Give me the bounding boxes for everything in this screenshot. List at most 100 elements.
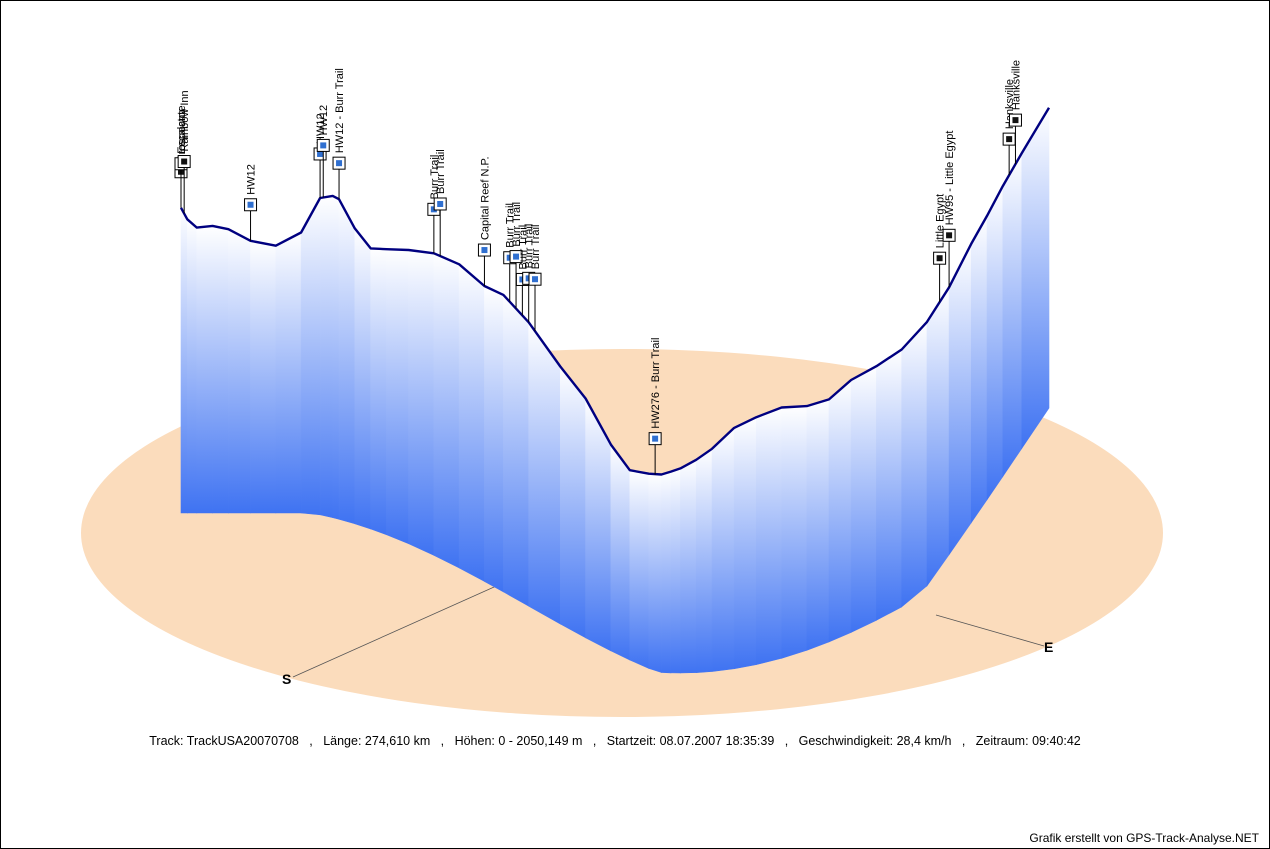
waypoint-label: Burr Trail — [524, 224, 536, 269]
profile-wall-segment — [610, 443, 631, 661]
profile-wall-segment — [901, 321, 928, 608]
profile-wall-segment — [1002, 151, 1023, 478]
start-label-text: Startzeit: — [606, 734, 657, 748]
profile-wall-segment — [670, 467, 681, 674]
waypoint-marker: Hanksville — [1008, 60, 1022, 165]
track-label: Track: — [149, 734, 184, 748]
waypoint-icon-glyph — [317, 150, 324, 157]
start-label: S — [282, 671, 291, 687]
waypoint-icon-glyph — [437, 200, 444, 207]
profile-wall-segment — [319, 195, 334, 519]
profile-wall-segment — [648, 473, 662, 673]
waypoint-marker: Rainbow Inn — [177, 90, 191, 214]
profile-walls — [180, 106, 1050, 674]
length-value: 274,610 km — [364, 734, 431, 748]
waypoint-marker: Capital Reef N.P. — [477, 156, 491, 287]
waypoint-icon-glyph — [652, 435, 659, 442]
waypoint-marker: HW276 - Burr Trail — [648, 338, 662, 475]
profile-wall-segment — [433, 252, 460, 569]
profile-wall-segment — [370, 248, 387, 536]
speed-value: 28,4 km/h — [896, 734, 952, 748]
waypoint-icon-glyph — [336, 160, 343, 167]
waypoint-icon-glyph — [936, 255, 943, 262]
profile-wall-segment — [711, 427, 735, 672]
end-axis-line — [935, 614, 1045, 647]
waypoint-marker: HW12 - Burr Trail — [332, 68, 346, 200]
waypoint-icon-glyph — [247, 201, 254, 208]
profile-wall-segment — [275, 232, 302, 514]
waypoint-icon-glyph — [181, 158, 188, 165]
track-value: TrackUSA20070708 — [186, 734, 299, 748]
profile-wall-segment — [806, 398, 830, 651]
height-value: 0 - 2050,149 m — [498, 734, 583, 748]
waypoint-label: Rainbow Inn — [179, 90, 191, 151]
waypoint-icon-glyph — [481, 247, 488, 254]
profile-wall-segment — [187, 218, 198, 514]
profile-wall-segment — [661, 471, 672, 674]
waypoint-icon-glyph — [532, 276, 539, 283]
waypoint-label: HW12 - Burr Trail — [334, 68, 346, 153]
waypoint-label: HW12 — [246, 164, 258, 195]
waypoint-icon-glyph — [1006, 136, 1013, 143]
waypoint-label: Burr Trail — [429, 155, 441, 200]
duration-value: 09:40:42 — [1032, 734, 1081, 748]
waypoint-label: Burr Trail — [505, 203, 517, 248]
profile-wall-segment — [876, 348, 902, 621]
profile-wall-segment — [1021, 106, 1050, 450]
waypoint-label: HW276 - Burr Trail — [650, 338, 662, 429]
profile-wall-segment — [970, 214, 988, 524]
waypoint-icon-glyph — [946, 232, 953, 239]
profile-wall-segment — [781, 405, 808, 659]
profile-wall-segment — [680, 459, 697, 674]
waypoint-label: Prospector — [176, 108, 188, 162]
profile-wall-segment — [354, 227, 371, 530]
waypoint-label: Capital Reef N.P. — [479, 156, 491, 240]
end-label: E — [1044, 639, 1053, 655]
waypoint-marker: HW95 - Little Egypt — [942, 131, 956, 288]
speed-label: Geschwindigkeit: — [798, 734, 894, 748]
waypoint-icon-glyph — [320, 142, 327, 149]
profile-wall-segment — [828, 379, 852, 643]
profile-wall-segment — [528, 321, 561, 625]
profile-wall-segment — [695, 448, 713, 673]
profile-wall-segment — [755, 407, 782, 666]
waypoint-label: HW95 - Little Egypt — [944, 131, 956, 226]
profile-wall-segment — [458, 263, 485, 582]
profile-wall-segment — [484, 285, 504, 593]
start-value: 08.07.2007 18:35:39 — [659, 734, 775, 748]
profile-wall-segment — [300, 197, 321, 516]
waypoint-icon-glyph — [1012, 117, 1019, 124]
waypoint-label: Burr Trail — [511, 202, 523, 247]
profile-wall-segment — [338, 199, 356, 525]
profile-wall-segment — [196, 225, 213, 514]
height-label: Höhen: — [454, 734, 495, 748]
profile-wall-segment — [212, 225, 229, 514]
profile-wall-segment — [250, 240, 277, 514]
waypoint-label: Burr Trail — [435, 149, 447, 194]
waypoint-marker: HW12 — [244, 164, 258, 241]
profile-wall-segment — [386, 248, 409, 545]
waypoint-marker: HW12 — [316, 105, 330, 198]
profile-wall-segment — [926, 286, 950, 587]
waypoint-icon-glyph — [513, 253, 520, 260]
profile-wall-segment — [228, 228, 251, 514]
profile-wall-segment — [180, 207, 188, 514]
duration-label: Zeitraum: — [975, 734, 1029, 748]
waypoint-marker: Burr Trail — [528, 225, 542, 332]
credit-text: Grafik erstellt von GPS-Track-Analyse.NE… — [1029, 831, 1259, 845]
track-info-bar: Track: TrackUSA20070708 , Länge: 274,610… — [149, 734, 1081, 748]
profile-wall-segment — [332, 195, 340, 520]
waypoint-label: HW12 — [315, 113, 327, 144]
profile-wall-segment — [948, 243, 972, 556]
profile-wall-segment — [503, 294, 529, 607]
elevation-line — [179, 107, 1051, 476]
waypoint-label: Escalante — [176, 105, 188, 153]
profile-wall-segment — [986, 185, 1004, 501]
waypoint-label: Burr Trail — [517, 225, 529, 270]
waypoint-marker: Burr Trail — [433, 149, 447, 256]
length-label: Länge: — [323, 734, 362, 748]
waypoint-label: Hanksville — [1010, 60, 1022, 110]
